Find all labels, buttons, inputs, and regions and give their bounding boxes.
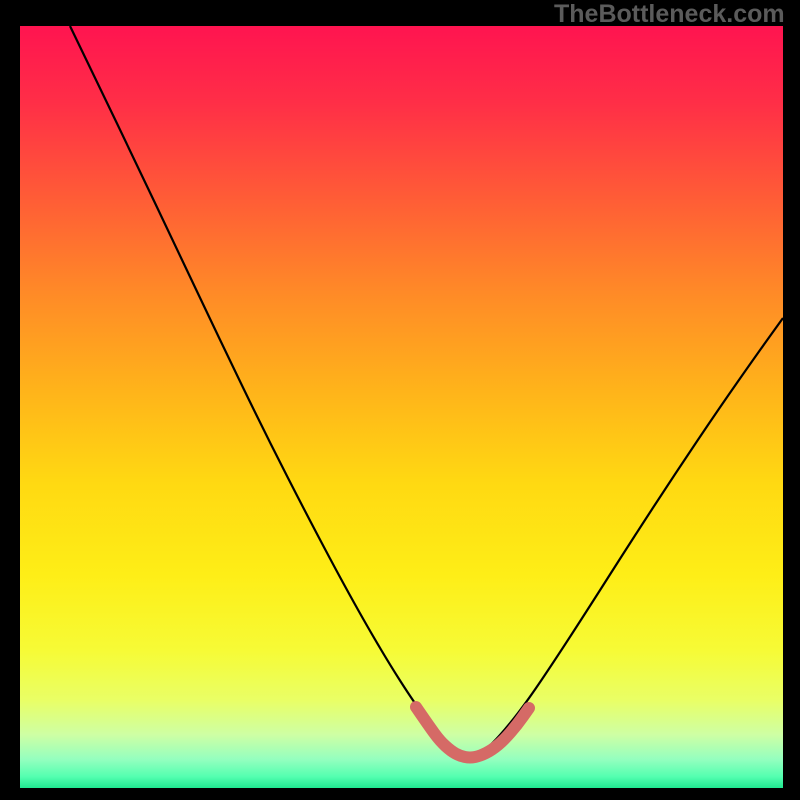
frame-border-right <box>783 0 800 800</box>
bottleneck-curve <box>70 26 783 756</box>
frame-border-bottom <box>0 788 800 800</box>
watermark-text: TheBottleneck.com <box>554 0 785 29</box>
frame-border-left <box>0 0 20 800</box>
flat-bottom-highlight <box>416 707 529 758</box>
chart-frame: TheBottleneck.com <box>0 0 800 800</box>
curve-layer <box>20 26 783 788</box>
plot-area <box>20 26 783 788</box>
